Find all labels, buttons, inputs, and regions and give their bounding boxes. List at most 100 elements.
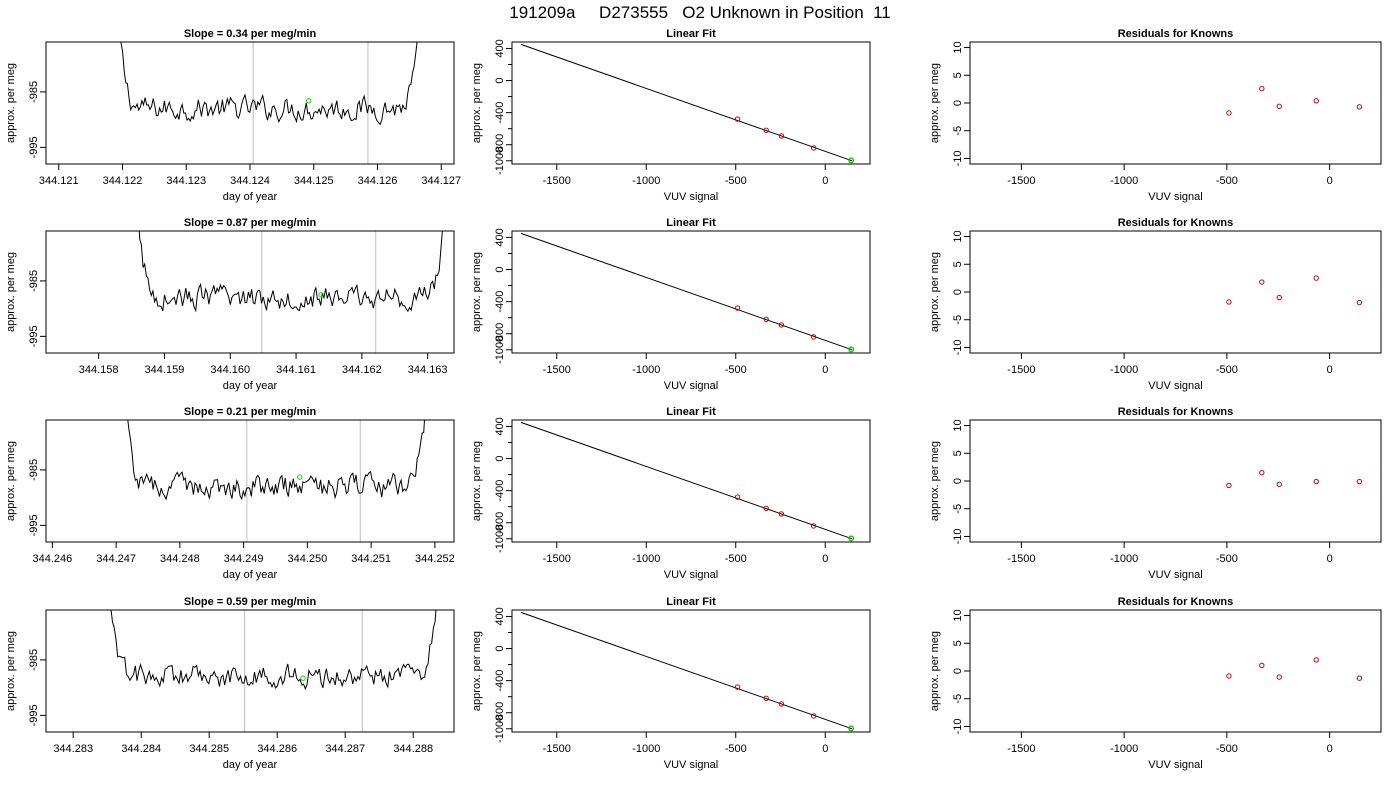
x-tick-label: -1500	[543, 364, 571, 376]
y-tick-label: 10	[952, 609, 964, 621]
known-point	[1276, 294, 1282, 301]
known-point	[1259, 85, 1265, 92]
y-tick-label: 400	[494, 228, 506, 246]
known-point	[1313, 98, 1319, 104]
known-point	[810, 334, 817, 340]
y-axis-label: approx. per meg	[471, 252, 483, 332]
panel-3-1: Slope = 0.21 per meg/min 344.246 344.247 34…	[5, 406, 455, 581]
x-tick-label: 344.283	[53, 743, 93, 755]
y-tick-label: -1000	[494, 715, 506, 743]
y-tick-label: 0	[952, 289, 964, 295]
x-axis-label: VUV signal	[1148, 759, 1202, 771]
known-point	[734, 494, 741, 500]
y-axis-label: approx. per meg	[471, 63, 483, 143]
x-tick-label: -500	[1216, 364, 1238, 376]
y-tick-label: 0	[494, 77, 506, 83]
x-tick-label: -500	[1216, 175, 1238, 187]
x-tick-label: 344.125	[294, 175, 334, 187]
plot-frame	[511, 419, 871, 543]
y-axis-label: approx. per meg	[929, 252, 941, 332]
x-tick-label: 0	[1327, 175, 1333, 187]
known-point	[1356, 299, 1363, 306]
known-point	[1226, 110, 1232, 116]
fit-line	[520, 43, 853, 162]
plot-area	[1226, 657, 1363, 681]
y-axis-label: approx. per meg	[5, 63, 17, 143]
y-axis-label: approx. per meg	[471, 441, 483, 521]
x-tick-label: -1000	[1110, 553, 1138, 565]
plot-area	[520, 611, 855, 732]
y-tick-label: -400	[494, 670, 506, 692]
x-tick-label: -1500	[1007, 364, 1035, 376]
y-tick-label: 5	[952, 450, 964, 456]
x-axis-label: VUV signal	[1148, 191, 1202, 203]
panel-1-2: Linear Fit-1500 -1000 -500 0-1000-800-40004…	[471, 28, 871, 203]
unknown-point	[848, 725, 855, 732]
panel-title: Residuals for Knowns	[1118, 28, 1234, 40]
panel-title: Linear Fit	[666, 596, 716, 608]
panel-title: Slope = 0.21 per meg/min	[184, 406, 317, 418]
plot-area	[127, 420, 425, 542]
y-tick-label: -400	[494, 102, 506, 124]
x-tick-label: 344.250	[287, 553, 327, 565]
known-point	[810, 523, 817, 529]
x-tick-label: -1500	[1007, 175, 1035, 187]
panel-title: Slope = 0.34 per meg/min	[184, 28, 317, 40]
y-axis-label: approx. per meg	[5, 252, 17, 332]
x-tick-label: -500	[725, 175, 747, 187]
x-tick-label: -1000	[632, 175, 660, 187]
signal-trace	[138, 231, 443, 313]
known-point	[1226, 673, 1232, 679]
x-tick-label: 344.247	[96, 553, 136, 565]
known-point	[778, 701, 785, 707]
known-point	[1313, 275, 1319, 281]
plot-frame	[511, 41, 871, 165]
x-tick-label: 0	[822, 743, 828, 755]
panel-1-3: Residuals for Knowns -1500 -1000 -500 0 -10 -5…	[929, 28, 1382, 203]
x-tick-label: 344.158	[79, 364, 119, 376]
y-axis-label: approx. per meg	[929, 631, 941, 711]
y-tick-label: -5	[952, 315, 964, 325]
x-tick-label: 0	[822, 553, 828, 565]
y-axis-label: approx. per meg	[929, 441, 941, 521]
x-tick-label: -1000	[632, 743, 660, 755]
y-tick-label: -985	[28, 649, 40, 671]
x-tick-label: 344.284	[121, 743, 161, 755]
y-axis-label: approx. per meg	[5, 631, 17, 711]
x-tick-label: 0	[822, 175, 828, 187]
x-axis-label: VUV signal	[664, 191, 718, 203]
known-point	[1276, 481, 1282, 488]
y-tick-label: -800	[494, 323, 506, 345]
x-axis-label: VUV signal	[664, 569, 718, 581]
y-tick-label: 10	[952, 41, 964, 53]
x-tick-label: -1000	[632, 553, 660, 565]
plot-frame	[511, 230, 871, 354]
known-point	[1356, 675, 1363, 681]
x-tick-label: -1000	[1110, 175, 1138, 187]
plot-frame	[45, 41, 455, 165]
x-tick-label: -1500	[543, 175, 571, 187]
x-tick-label: 344.160	[210, 364, 250, 376]
known-point	[1259, 662, 1265, 669]
plot-frame	[45, 609, 455, 733]
x-tick-label: 0	[822, 364, 828, 376]
page-title: 191209a D273555 O2 Unknown in Position 1…	[509, 3, 891, 22]
panel-title: Slope = 0.59 per meg/min	[184, 596, 317, 608]
plot-area	[120, 42, 418, 164]
fit-line	[520, 421, 853, 540]
x-tick-label: -500	[725, 364, 747, 376]
x-axis-label: VUV signal	[1148, 380, 1202, 392]
x-tick-label: 344.288	[393, 743, 433, 755]
unknown-mean-marker	[305, 98, 312, 104]
signal-trace	[110, 610, 437, 691]
y-tick-label: -10	[952, 151, 964, 167]
x-tick-label: 344.246	[32, 553, 72, 565]
y-tick-label: 0	[952, 478, 964, 484]
y-tick-label: -985	[28, 459, 40, 481]
x-tick-label: -1500	[543, 743, 571, 755]
known-point	[1276, 103, 1282, 110]
unknown-point	[848, 535, 855, 542]
x-tick-label: 344.287	[325, 743, 365, 755]
x-tick-label: 0	[1327, 553, 1333, 565]
known-point	[810, 713, 817, 719]
